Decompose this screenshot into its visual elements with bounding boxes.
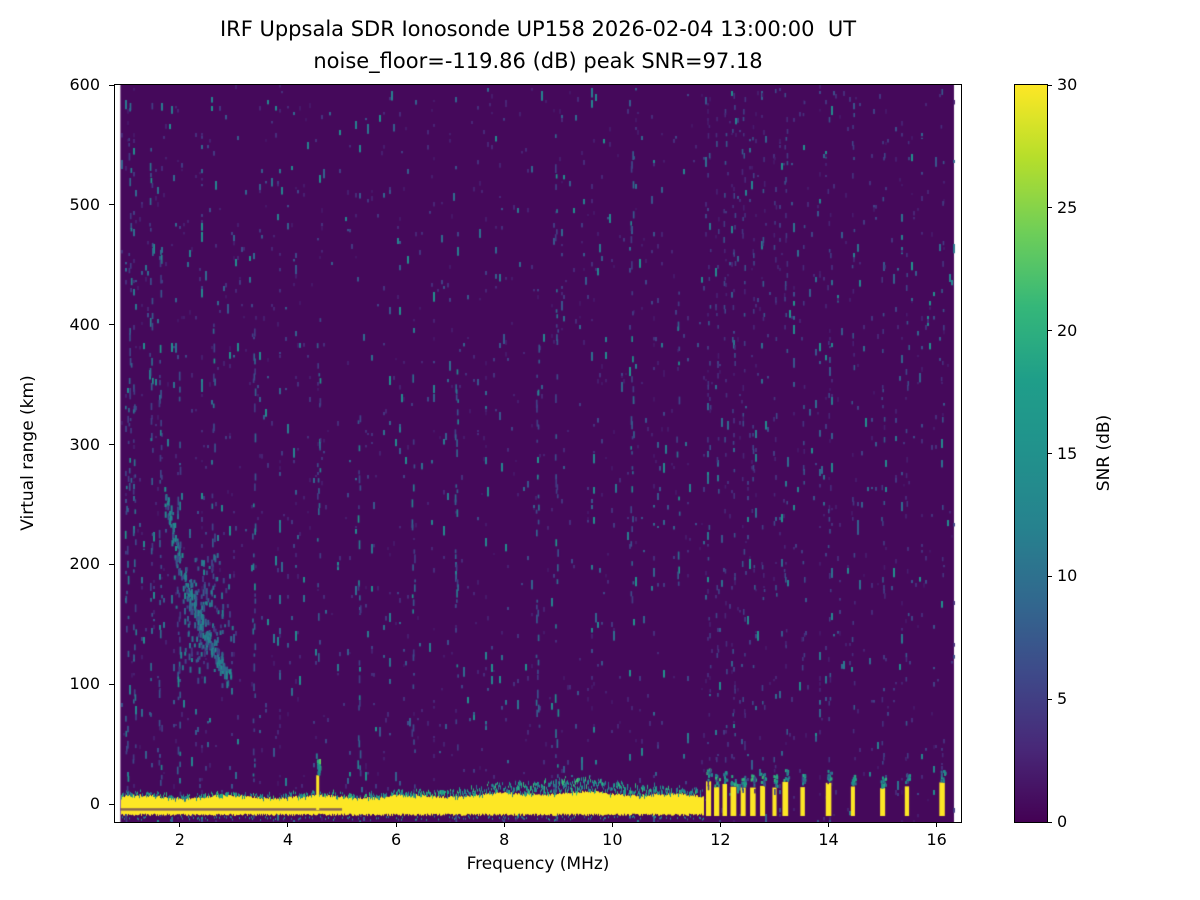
y-tick-mark xyxy=(109,204,114,206)
x-tick-mark xyxy=(287,823,289,827)
y-tick-mark xyxy=(109,444,114,445)
y-tick-mark xyxy=(109,803,114,805)
x-tick-mark xyxy=(395,823,397,827)
y-tick-mark xyxy=(109,324,114,326)
colorbar-tick-mark xyxy=(1048,575,1052,577)
x-tick-mark xyxy=(503,823,505,827)
colorbar-tick-label: 5 xyxy=(1057,689,1068,709)
colorbar xyxy=(1014,84,1048,823)
plot-area xyxy=(114,84,962,823)
x-axis-label: Frequency (MHz) xyxy=(466,854,610,874)
y-tick-label: 0 xyxy=(89,794,100,814)
colorbar-tick-label: 10 xyxy=(1057,566,1078,586)
x-tick-mark xyxy=(611,823,613,827)
colorbar-tick-mark xyxy=(1048,207,1052,209)
colorbar-tick-mark xyxy=(1048,698,1052,700)
colorbar-tick-label: 0 xyxy=(1057,812,1068,831)
chart-title: IRF Uppsala SDR Ionosonde UP158 2026-02-… xyxy=(219,17,857,41)
colorbar-tick-mark xyxy=(1048,821,1052,823)
x-tick-mark xyxy=(936,823,938,827)
x-tick-mark xyxy=(719,823,721,827)
x-tick-label: 6 xyxy=(391,830,402,849)
y-tick-label: 600 xyxy=(69,75,100,94)
x-tick-label: 8 xyxy=(499,830,510,849)
x-tick-label: 4 xyxy=(282,830,294,849)
y-tick-mark xyxy=(109,84,114,86)
colorbar-tick-mark xyxy=(1048,330,1052,332)
y-tick-label: 100 xyxy=(69,674,100,694)
chart-subtitle: noise_floor=-119.86 (dB) peak SNR=97.18 xyxy=(313,49,763,73)
x-tick-mark xyxy=(179,823,181,827)
x-tick-label: 16 xyxy=(926,830,947,849)
colorbar-gradient xyxy=(1015,85,1047,822)
x-tick-label: 2 xyxy=(174,830,185,849)
y-tick-mark xyxy=(109,683,114,685)
y-tick-label: 200 xyxy=(69,554,100,574)
colorbar-tick-label: 30 xyxy=(1057,75,1078,94)
x-tick-label: 14 xyxy=(818,830,839,849)
colorbar-label: SNR (dB) xyxy=(1094,414,1114,492)
x-tick-label: 12 xyxy=(710,830,731,849)
y-axis-label: Virtual range (km) xyxy=(18,375,38,531)
y-tick-label: 300 xyxy=(69,434,100,454)
ionogram-heatmap-canvas xyxy=(115,85,961,822)
colorbar-tick-label: 15 xyxy=(1057,443,1078,463)
colorbar-tick-mark xyxy=(1048,84,1052,86)
colorbar-tick-mark xyxy=(1048,453,1052,454)
y-tick-mark xyxy=(109,563,114,565)
colorbar-tick-label: 20 xyxy=(1057,320,1078,340)
x-tick-mark xyxy=(828,823,830,827)
x-tick-label: 10 xyxy=(602,830,623,849)
y-tick-label: 500 xyxy=(69,194,100,214)
colorbar-tick-label: 25 xyxy=(1057,197,1078,217)
y-tick-label: 400 xyxy=(69,314,100,334)
